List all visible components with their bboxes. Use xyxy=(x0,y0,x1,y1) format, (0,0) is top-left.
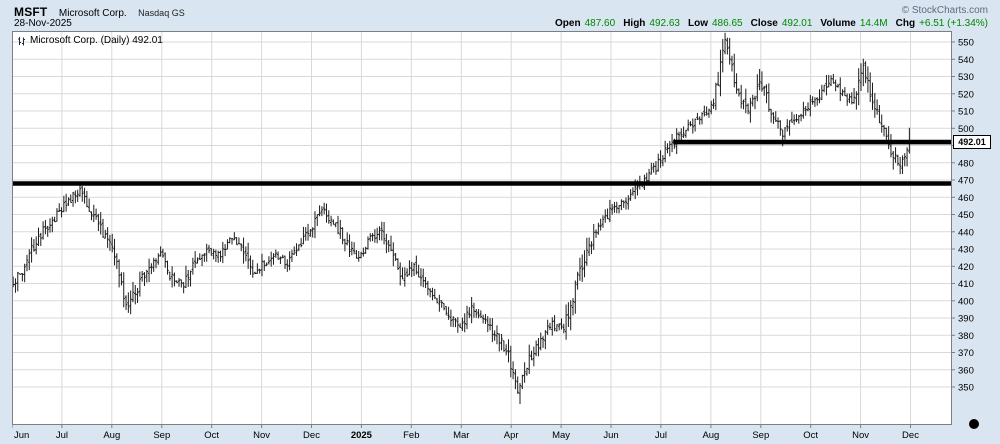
quote-field-label: Volume xyxy=(820,18,856,29)
svg-text:350: 350 xyxy=(958,383,974,394)
svg-text:440: 440 xyxy=(958,227,974,238)
svg-text:Nov: Nov xyxy=(852,430,869,441)
svg-text:530: 530 xyxy=(958,72,974,83)
svg-text:2025: 2025 xyxy=(351,430,373,441)
chart-legend: Microsoft Corp. (Daily) 492.01 xyxy=(17,35,163,46)
header-row-1: MSFT Microsoft Corp. Nasdaq GS xyxy=(14,3,185,19)
svg-text:460: 460 xyxy=(958,193,974,204)
quote-field-label: Chg xyxy=(895,18,916,29)
quote-field-value: 492.63 xyxy=(649,18,680,29)
svg-text:520: 520 xyxy=(958,89,974,100)
quote-strip: Open 487.60 High 492.63 Low 486.65 Close 492.01… xyxy=(547,18,988,29)
svg-text:Oct: Oct xyxy=(204,430,219,441)
quote-field-value: 486.65 xyxy=(712,18,743,29)
svg-text:Feb: Feb xyxy=(403,430,419,441)
ticker-symbol: MSFT xyxy=(14,5,48,19)
svg-text:390: 390 xyxy=(958,314,974,325)
svg-text:Jul: Jul xyxy=(655,430,667,441)
svg-text:Dec: Dec xyxy=(303,430,320,441)
svg-text:Apr: Apr xyxy=(504,430,519,441)
svg-text:400: 400 xyxy=(958,296,974,307)
svg-text:Jun: Jun xyxy=(14,430,29,441)
chart-legend-text: Microsoft Corp. (Daily) 492.01 xyxy=(30,35,163,46)
quote-field-value: +6.51 (+1.34%) xyxy=(919,18,988,29)
quote-date: 28-Nov-2025 xyxy=(14,18,72,29)
svg-text:550: 550 xyxy=(958,38,974,49)
quote-field-label: Low xyxy=(688,18,708,29)
price-plot: 350 360 370 380 390 400 410 420 430 440 450 460 470 4… xyxy=(12,31,974,441)
svg-text:Aug: Aug xyxy=(702,430,719,441)
svg-text:Aug: Aug xyxy=(103,430,120,441)
svg-text:Oct: Oct xyxy=(803,430,818,441)
quote-field-value: 487.60 xyxy=(584,18,616,29)
svg-text:Sep: Sep xyxy=(153,430,170,441)
svg-text:Dec: Dec xyxy=(902,430,919,441)
svg-text:430: 430 xyxy=(958,245,974,256)
stockcharts-copyright-link[interactable]: © StockCharts.com xyxy=(901,5,988,16)
svg-text:May: May xyxy=(552,430,570,441)
svg-text:Jun: Jun xyxy=(603,430,618,441)
cursor-dot xyxy=(969,419,979,429)
quote-field-value: 14.4M xyxy=(859,18,888,29)
company-name: Microsoft Corp. xyxy=(58,8,127,19)
svg-text:Sep: Sep xyxy=(752,430,769,441)
quote-field-label: Close xyxy=(750,18,778,29)
quote-field-value: 492.01 xyxy=(781,18,813,29)
svg-text:360: 360 xyxy=(958,365,974,376)
svg-text:Nov: Nov xyxy=(253,430,270,441)
svg-text:470: 470 xyxy=(958,176,974,187)
svg-text:410: 410 xyxy=(958,279,974,290)
quote-field-label: High xyxy=(623,18,646,29)
svg-text:480: 480 xyxy=(958,158,974,169)
exchange-name: Nasdaq GS xyxy=(138,8,185,18)
price-chart: 350 360 370 380 390 400 410 420 430 440 450 460 470 4… xyxy=(12,31,991,443)
svg-text:450: 450 xyxy=(958,210,974,221)
svg-text:Mar: Mar xyxy=(453,430,469,441)
chart-type-icon xyxy=(18,36,25,45)
svg-text:420: 420 xyxy=(958,262,974,273)
svg-text:380: 380 xyxy=(958,331,974,342)
svg-text:500: 500 xyxy=(958,124,974,135)
svg-text:370: 370 xyxy=(958,348,974,359)
svg-text:510: 510 xyxy=(958,107,974,118)
svg-text:Jul: Jul xyxy=(56,430,68,441)
quote-field-label: Open xyxy=(555,18,581,29)
last-price-label: 492.01 xyxy=(953,135,991,149)
svg-text:540: 540 xyxy=(958,55,974,66)
